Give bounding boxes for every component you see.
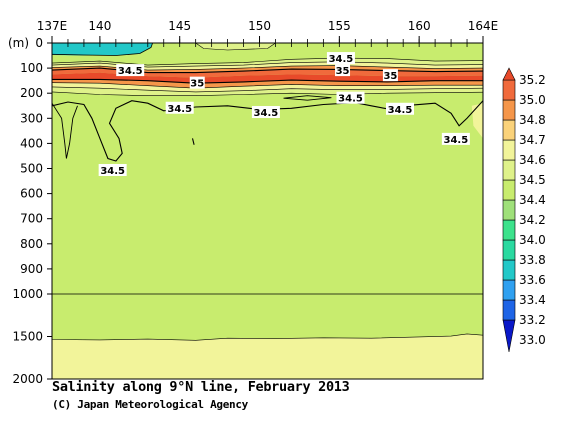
contour-34-5-west xyxy=(52,102,78,159)
fill-band-5 xyxy=(52,72,483,84)
colorbar-level-label: 34.5 xyxy=(519,173,546,187)
colorbar-segment xyxy=(502,179,516,201)
colorbar-level-label: 34.2 xyxy=(519,213,546,227)
colorbar-segment xyxy=(502,119,516,141)
colorbar-segment xyxy=(502,79,516,101)
x-tick-label: 137E xyxy=(37,19,68,33)
x-tick-label: 145 xyxy=(168,19,191,33)
y-axis-unit: (m) xyxy=(8,36,29,50)
contour-label-bg xyxy=(98,164,127,177)
y-tick-label: 300 xyxy=(20,111,43,125)
contour-label-bg xyxy=(382,69,398,82)
colorbar-level-label: 33.0 xyxy=(519,333,546,347)
contour-label: 35 xyxy=(190,79,204,90)
fill-base xyxy=(52,43,483,379)
contour-label: 34.5 xyxy=(167,104,192,115)
colorbar-segment xyxy=(502,159,516,181)
y-tick-label: 2000 xyxy=(12,372,43,386)
colorbar-level-label: 33.2 xyxy=(519,313,546,327)
fill-surface-pale xyxy=(195,43,276,50)
fill-deep-layer xyxy=(52,333,483,379)
y-tick-label: 0 xyxy=(35,36,43,50)
contour-label-bg xyxy=(335,64,351,77)
chart-title: Salinity along 9°N line, February 2013 xyxy=(52,379,350,395)
contour-label-bg xyxy=(326,52,355,65)
contour-label-bg xyxy=(385,102,414,115)
x-tick-label: 155 xyxy=(328,19,351,33)
chart-credit: (C) Japan Meteorological Agency xyxy=(52,398,248,411)
contour-label-bg xyxy=(116,64,145,77)
colorbar-low-arrow xyxy=(502,319,516,353)
contour-thin-4 xyxy=(52,82,483,89)
contour-label-bg xyxy=(441,132,470,145)
fill-east-patch xyxy=(471,103,483,139)
contour-label-bg xyxy=(336,91,365,104)
colorbar-segment xyxy=(502,279,516,301)
y-tick-label: 200 xyxy=(20,86,43,100)
colorbar-segment xyxy=(502,199,516,221)
colorbar-level-label: 33.6 xyxy=(519,273,546,287)
colorbar-segment xyxy=(502,219,516,241)
contour-35-lower xyxy=(52,78,483,84)
colorbar-level-label: 34.8 xyxy=(519,113,546,127)
colorbar-level-label: 34.4 xyxy=(519,193,546,207)
colorbar: 33.0 33.2 33.4 33.6 33.8 34.0 34.2 34.4 34.5 34.6… xyxy=(502,67,546,353)
contour-label: 34.5 xyxy=(118,66,143,77)
contour-label: 35 xyxy=(383,71,397,82)
colorbar-segment xyxy=(502,259,516,281)
y-tick-label: 600 xyxy=(20,187,43,201)
contour-34-5-dot xyxy=(191,138,195,145)
contour-label: 35 xyxy=(336,66,350,77)
colorbar-level-label: 34.6 xyxy=(519,153,546,167)
y-tick-label: 400 xyxy=(20,136,43,150)
fill-band-3 xyxy=(52,65,483,73)
x-tick-label: 140 xyxy=(88,19,111,33)
contour-34-5-loop xyxy=(283,95,332,101)
colorbar-high-arrow xyxy=(502,67,516,81)
contour-thin-6 xyxy=(52,91,483,96)
x-tick-label: 164E xyxy=(468,19,499,33)
contour-label: 34.5 xyxy=(338,94,363,105)
contour-label-bg xyxy=(165,101,194,114)
contour-deep xyxy=(52,333,483,341)
plot-frame xyxy=(51,42,484,380)
fill-band-2 xyxy=(52,61,483,71)
x-tick-label: 160 xyxy=(408,19,431,33)
y-tick-label: 1500 xyxy=(12,330,43,344)
contour-label: 34.5 xyxy=(388,105,413,116)
fill-surface-low xyxy=(52,43,153,56)
contour-label-bg xyxy=(189,76,205,89)
y-tick-label: 100 xyxy=(20,61,43,75)
salinity-fill-field xyxy=(52,43,483,379)
axes: 137E 140 145 150 155 160 164E 0 100 200 300 400 500 6… xyxy=(8,19,498,386)
contour-surface-pale xyxy=(195,43,276,51)
colorbar-level-label: 34.0 xyxy=(519,233,546,247)
contour-label: 34.5 xyxy=(444,135,469,146)
colorbar-level-label: 33.8 xyxy=(519,253,546,267)
contour-thin-1 xyxy=(52,57,483,66)
contour-label: 34.5 xyxy=(254,108,279,119)
y-tick-label: 1000 xyxy=(12,287,43,301)
colorbar-level-label: 34.7 xyxy=(519,133,546,147)
contour-label: 34.5 xyxy=(100,166,125,177)
y-tick-label: 800 xyxy=(20,237,43,251)
colorbar-level-label: 35.0 xyxy=(519,93,546,107)
y-tick-label: 900 xyxy=(20,262,43,276)
contour-surface-low xyxy=(52,43,153,56)
y-tick-label: 500 xyxy=(20,162,43,176)
y-tick-label: 700 xyxy=(20,212,43,226)
colorbar-level-label: 35.2 xyxy=(519,73,546,87)
fill-band-7 xyxy=(52,82,483,92)
colorbar-segment xyxy=(502,99,516,121)
colorbar-segment xyxy=(502,299,516,321)
colorbar-segment xyxy=(502,139,516,161)
colorbar-level-label: 33.4 xyxy=(519,293,546,307)
x-tick-label: 150 xyxy=(248,19,271,33)
contour-label: 34.5 xyxy=(329,54,354,65)
colorbar-segment xyxy=(502,239,516,261)
contour-label-bg xyxy=(251,106,280,119)
contour-thin-5 xyxy=(52,86,483,93)
